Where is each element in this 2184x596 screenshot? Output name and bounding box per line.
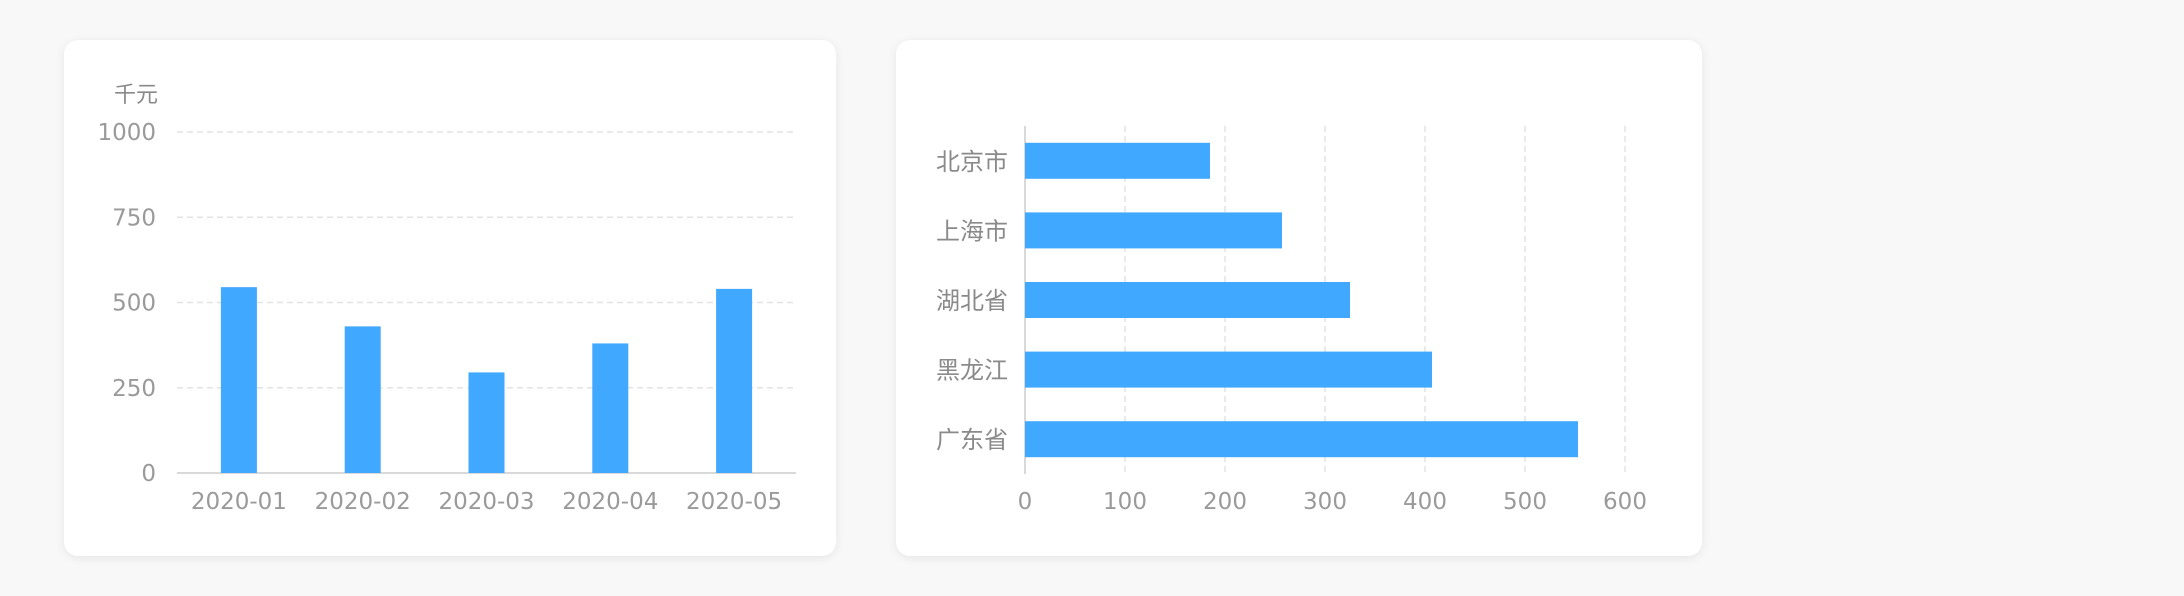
x-tick-label: 2020-05 <box>686 489 782 515</box>
x-tick-label: 2020-04 <box>562 489 658 515</box>
bar-2020-02 <box>344 326 381 473</box>
y-category-label: 上海市 <box>936 217 1008 245</box>
bar-2020-01 <box>220 287 257 473</box>
y-axis-unit-label: 千元 <box>114 83 158 108</box>
y-category-label: 湖北省 <box>936 287 1008 315</box>
y-tick-label: 750 <box>112 205 156 231</box>
y-category-label: 广东省 <box>936 426 1008 454</box>
monthly-bar-chart: 千元 0 250 500 750 1000 2020-01 2020-02 2020-03 202… <box>97 83 796 515</box>
x-tick-label: 2020-01 <box>191 489 287 515</box>
x-tick-label: 300 <box>1303 489 1347 515</box>
y-category-label: 北京市 <box>936 148 1008 176</box>
bar-2020-04 <box>592 343 629 473</box>
bar-上海市 <box>1025 212 1282 249</box>
x-tick-label: 2020-03 <box>438 489 534 515</box>
y-tick-label: 250 <box>112 376 156 402</box>
x-tick-label: 500 <box>1503 489 1547 515</box>
x-tick-label: 600 <box>1603 489 1647 515</box>
x-tick-label: 0 <box>1018 489 1033 515</box>
y-tick-label: 0 <box>141 461 156 487</box>
x-tick-label: 2020-02 <box>315 489 411 515</box>
bar-2020-05 <box>716 288 753 473</box>
bar-湖北省 <box>1025 282 1350 318</box>
y-tick-label: 1000 <box>97 120 156 146</box>
monthly-bar-chart-card: 千元 0 250 500 750 1000 2020-01 2020-02 2020-03 202… <box>64 40 836 556</box>
region-bar-chart-card: 0 100 200 300 400 500 600 北京市上海市湖北省黑龙江广东省 <box>896 40 1702 556</box>
bar-广东省 <box>1025 421 1578 458</box>
x-tick-label: 100 <box>1103 489 1147 515</box>
bar-2020-03 <box>468 372 505 473</box>
bar-黑龙江 <box>1025 351 1432 388</box>
y-tick-label: 500 <box>112 291 156 317</box>
x-tick-label: 400 <box>1403 489 1447 515</box>
bar-北京市 <box>1025 142 1210 179</box>
y-category-label: 黑龙江 <box>936 357 1008 385</box>
x-tick-label: 200 <box>1203 489 1247 515</box>
